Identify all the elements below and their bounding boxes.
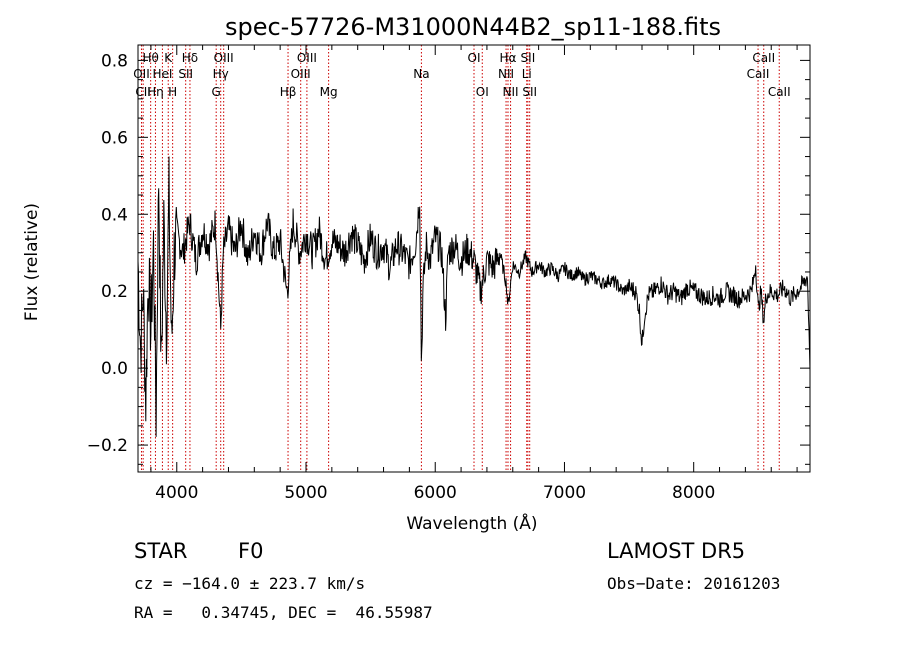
- y-axis-label: Flux (relative): [22, 203, 42, 321]
- y-tick-label-1: 0.0: [101, 359, 128, 379]
- emission-line-markers: [140, 45, 780, 472]
- marker-label-3: Hη: [147, 85, 164, 99]
- marker-label-12: Hβ: [280, 85, 297, 99]
- y-tick-label-2: 0.2: [101, 282, 128, 302]
- marker-label-18: OI: [476, 85, 489, 99]
- marker-label-25: CaII: [752, 51, 775, 65]
- marker-label-7: Hδ: [182, 51, 198, 65]
- marker-label-23: Li: [522, 67, 532, 81]
- plot-frame: [137, 44, 811, 473]
- chart-title: spec-57726-M31000N44B2_sp11-188.fits: [225, 13, 721, 41]
- marker-label-20: NII: [498, 67, 514, 81]
- redshift-readout: cz = −164.0 ± 223.7 km/s: [134, 574, 366, 593]
- axis-ticks: [138, 45, 810, 472]
- x-tick-label-3: 7000: [543, 483, 586, 503]
- obs-date: Obs−Date: 20161203: [607, 574, 781, 593]
- spectrum-layer: [137, 156, 811, 437]
- marker-label-16: Na: [413, 67, 429, 81]
- marker-label-1: OII: [133, 67, 150, 81]
- x-tick-label-4: 8000: [672, 483, 715, 503]
- x-tick-label-2: 6000: [414, 483, 457, 503]
- y-tick-label-3: 0.4: [101, 205, 128, 225]
- marker-label-17: OI: [468, 51, 481, 65]
- subclass-label: F0: [238, 539, 264, 563]
- marker-label-27: CaII: [768, 85, 791, 99]
- marker-label-13: OIII: [297, 51, 317, 65]
- y-tick-label-5: 0.8: [101, 51, 128, 71]
- marker-label-24: SII: [522, 85, 537, 99]
- x-axis-label: Wavelength (Å): [406, 512, 537, 534]
- marker-label-19: Hα: [500, 51, 517, 65]
- marker-label-9: OIII: [214, 51, 234, 65]
- y-tick-label-0: −0.2: [87, 436, 128, 456]
- marker-label-21: NII: [503, 85, 519, 99]
- marker-label-11: G: [212, 85, 221, 99]
- marker-label-0: Hθ: [142, 51, 158, 65]
- marker-label-5: K: [164, 51, 173, 65]
- marker-label-2: CII: [135, 85, 150, 99]
- marker-label-6: H: [168, 85, 177, 99]
- survey-label: LAMOST DR5: [607, 539, 746, 563]
- marker-label-22: SII: [521, 51, 536, 65]
- marker-label-14: OIII: [291, 67, 311, 81]
- x-tick-label-1: 5000: [284, 483, 327, 503]
- spectrum-line: [137, 156, 811, 437]
- class-label: STAR: [134, 539, 188, 563]
- coordinates-readout: RA = 0.34745, DEC = 46.55987: [134, 603, 433, 622]
- marker-label-4: HeI: [152, 67, 172, 81]
- y-tick-label-4: 0.6: [101, 128, 128, 148]
- axis-tick-labels: 4000 5000 6000 7000 8000 −0.2 0.0 0.2 0.4 0.6 0.8: [87, 51, 716, 503]
- marker-label-10: Hγ: [213, 67, 229, 81]
- marker-label-8: SII: [178, 67, 193, 81]
- x-tick-label-0: 4000: [155, 483, 198, 503]
- marker-label-15: Mg: [320, 85, 338, 99]
- marker-label-26: CaII: [747, 67, 770, 81]
